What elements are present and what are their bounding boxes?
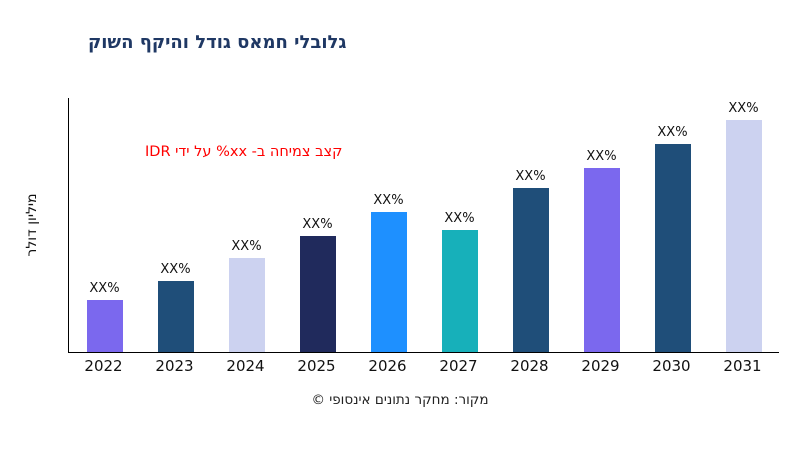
bar-value-label: XX%	[728, 101, 759, 116]
bar-2027	[441, 230, 478, 352]
y-axis-label: מיליון דולר	[24, 193, 40, 257]
x-tick-2028: 2028	[510, 357, 549, 375]
bar-2025	[299, 236, 336, 352]
bar-2026	[370, 212, 407, 352]
growth-rate-annotation: קצב צמיחה ב- xx% על ידי IDR	[145, 144, 343, 160]
bar-value-label: XX%	[657, 125, 688, 140]
bar-slot-2025: XX%	[282, 98, 353, 352]
bar-slot-2026: XX%	[353, 98, 424, 352]
bar-2030	[654, 144, 691, 352]
x-tick-2023: 2023	[155, 357, 194, 375]
bar-value-label: XX%	[231, 239, 262, 254]
x-tick-2027: 2027	[439, 357, 478, 375]
plot-area: XX% XX% XX% XX% XX% XX% XX% XX% XX% XX%	[68, 98, 779, 353]
bar-slot-2029: XX%	[566, 98, 637, 352]
bar-value-label: XX%	[586, 149, 617, 164]
x-axis-tick-labels: 2022 2023 2024 2025 2026 2027 2028 2029 2030 2031	[68, 357, 778, 375]
bar-slot-2030: XX%	[637, 98, 708, 352]
bar-value-label: XX%	[89, 281, 120, 296]
bar-slot-2023: XX%	[140, 98, 211, 352]
x-tick-2029: 2029	[581, 357, 620, 375]
bar-value-label: XX%	[302, 217, 333, 232]
bar-value-label: XX%	[444, 211, 475, 226]
x-tick-2030: 2030	[652, 357, 691, 375]
bar-value-label: XX%	[160, 262, 191, 277]
bar-2029	[583, 168, 620, 352]
bar-slot-2031: XX%	[708, 98, 779, 352]
x-tick-2026: 2026	[368, 357, 407, 375]
x-tick-2024: 2024	[226, 357, 265, 375]
bar-2031	[725, 120, 762, 352]
bar-value-label: XX%	[515, 169, 546, 184]
bar-slot-2022: XX%	[69, 98, 140, 352]
source-attribution: מקור: מחקר נתונים אינסופי ©	[311, 392, 489, 408]
bar-slot-2028: XX%	[495, 98, 566, 352]
x-tick-2022: 2022	[84, 357, 123, 375]
bar-2023	[157, 281, 194, 352]
bar-value-label: XX%	[373, 193, 404, 208]
x-tick-2031: 2031	[723, 357, 762, 375]
bar-2028	[512, 188, 549, 352]
bar-slot-2024: XX%	[211, 98, 282, 352]
chart-title: גלובלי חמאס גודל והיקף השוק	[88, 32, 347, 53]
bar-2024	[228, 258, 265, 352]
bar-slot-2027: XX%	[424, 98, 495, 352]
x-tick-2025: 2025	[297, 357, 336, 375]
bar-2022	[86, 300, 123, 352]
